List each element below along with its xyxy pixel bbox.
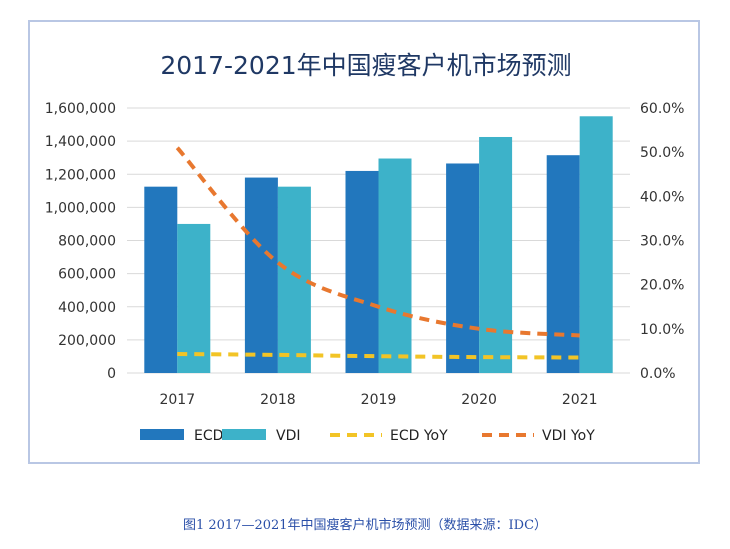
y-left-tick-label: 1,000,000 [45,200,116,216]
y-left-tick-label: 1,600,000 [45,101,116,117]
x-tick-label: 2021 [562,392,598,408]
chart-svg: 2017-2021年中国瘦客户机市场预测 0 200,000 400,000 600,0… [45,51,685,444]
bar-vdi [277,186,311,373]
bar-ecd [244,177,278,373]
bar-ecd [345,170,379,373]
x-tick-label: 2017 [159,392,195,408]
chart-title: 2017-2021年中国瘦客户机市场预测 [160,51,571,80]
y-right-tick-label: 60.0% [640,101,684,117]
legend-label: VDI [276,428,301,444]
bar-vdi [479,136,513,373]
x-tick-label: 2020 [461,392,497,408]
y-left-tick-label: 800,000 [58,234,116,250]
bar-vdi [177,223,211,373]
line-vdi-yoy [175,146,580,338]
figure-caption: 图1 2017—2021年中国瘦客户机市场预测（数据来源：IDC） [182,518,548,533]
x-tick-label: 2019 [361,392,397,408]
bar-ecd [446,163,480,373]
x-tick-label: 2018 [260,392,296,408]
legend-swatch-vdi [222,429,266,440]
y-right-tick-label: 30.0% [640,234,684,250]
legend-label: VDI YoY [542,428,595,444]
bar-ecd [144,186,178,373]
y-right-tick-label: 40.0% [640,189,684,205]
y-right-tick-label: 20.0% [640,278,684,294]
y-right-tick-label: 0.0% [640,366,676,382]
legend-label: ECD [194,428,223,444]
bar-vdi [378,158,412,373]
chart-frame: 2017-2021年中国瘦客户机市场预测 0 200,000 400,000 600,0… [28,20,700,464]
legend-swatch-ecd [140,429,184,440]
bar-vdi [579,116,613,373]
y-left-tick-label: 200,000 [58,333,116,349]
bar-ecd [546,155,580,373]
y-left-tick-label: 0 [107,366,116,382]
y-right-tick-label: 10.0% [640,322,684,338]
y-left-tick-label: 400,000 [58,300,116,316]
y-right-tick-label: 50.0% [640,145,684,161]
y-left-tick-label: 600,000 [58,267,116,283]
y-left-tick-label: 1,400,000 [45,134,116,150]
y-left-tick-label: 1,200,000 [45,167,116,183]
legend-label: ECD YoY [390,428,448,444]
